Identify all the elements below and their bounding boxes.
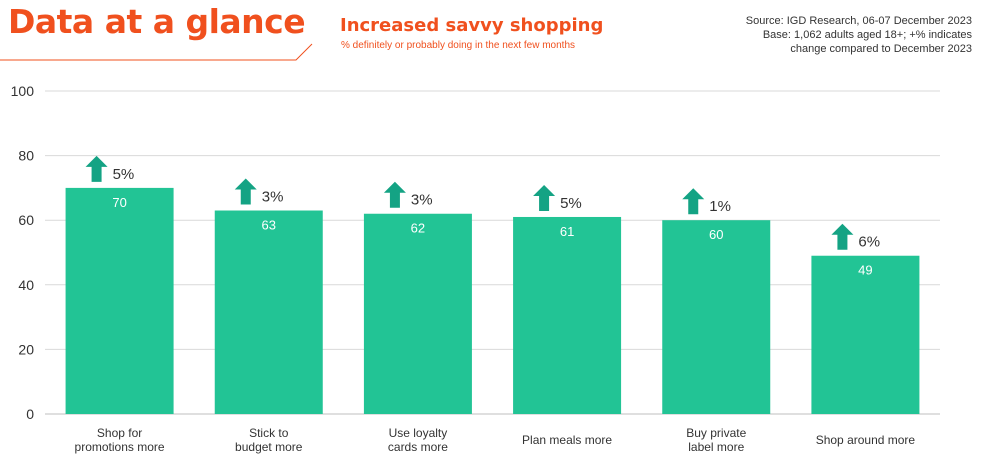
change-label: 6% [858,234,880,251]
header-divider [0,43,313,61]
up-arrow-icon [383,181,406,208]
bar [662,220,771,414]
y-tick-label: 100 [11,83,35,99]
y-tick-label: 0 [26,406,34,422]
data-label: 49 [858,263,872,278]
change-label: 1% [709,198,731,215]
y-tick-label: 60 [18,212,34,228]
data-label: 70 [112,195,126,210]
up-arrow-icon [533,184,556,211]
up-arrow-icon [85,155,108,182]
data-label: 62 [411,221,425,236]
bar [513,216,622,414]
change-label: 5% [113,166,135,183]
data-label: 63 [262,218,276,233]
base-line: Base: 1,062 adults aged 18+; +% indicate… [762,29,972,41]
bar [214,210,323,414]
y-tick-label: 80 [18,148,34,164]
up-arrow-icon [682,188,705,215]
bar [65,187,174,414]
source-line: Source: IGD Research, 06-07 December 202… [745,15,972,27]
category-label: Shop around more [816,433,916,447]
data-label: 61 [560,224,574,239]
bar [363,213,472,414]
category-label: cards more [388,440,448,454]
up-arrow-icon [831,223,854,250]
data-label: 60 [709,227,723,242]
change-line: change compared to December 2023 [790,43,972,55]
category-label: promotions more [75,440,165,454]
y-tick-label: 20 [18,341,34,357]
category-label: Plan meals more [522,433,612,447]
category-label: Stick to [249,426,289,440]
category-label: budget more [235,440,303,454]
page-title: Data at a glance [8,2,306,41]
category-label: label more [688,440,744,454]
category-label: Shop for [97,426,142,440]
source-note: Source: IGD Research, 06-07 December 202… [746,14,972,56]
chart-subtitle: Increased savvy shopping [340,15,604,36]
chart-note: % definitely or probably doing in the ne… [341,40,576,51]
up-arrow-icon [234,178,257,205]
change-label: 3% [411,192,433,209]
change-label: 3% [262,189,284,206]
bar [811,255,920,414]
category-label: Use loyalty [389,426,448,440]
category-label: Buy private [686,426,746,440]
change-label: 5% [560,195,582,212]
y-tick-label: 40 [18,277,34,293]
